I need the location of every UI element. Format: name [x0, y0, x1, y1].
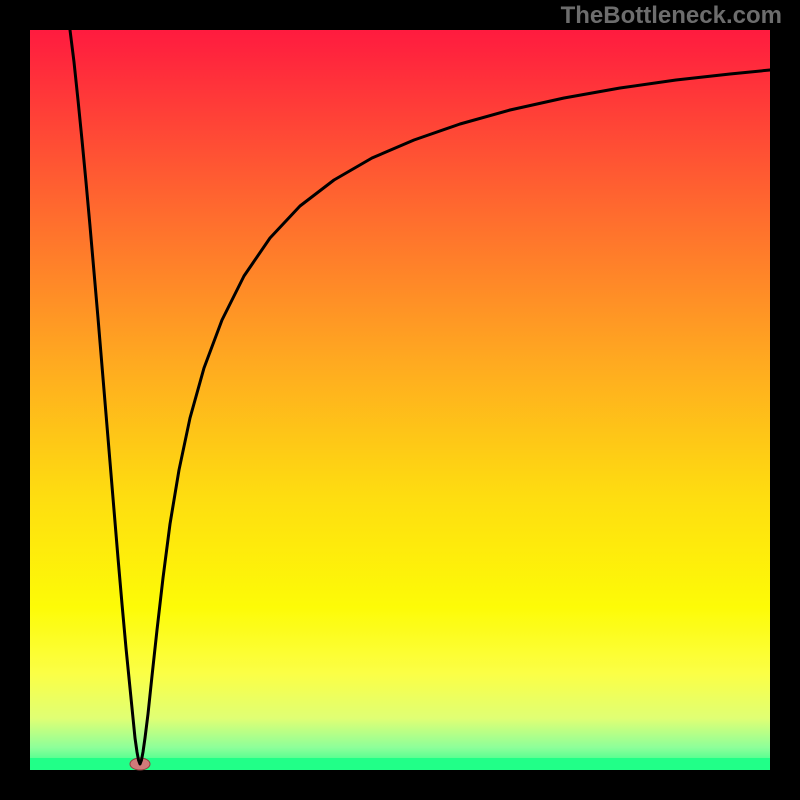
- bottleneck-chart-svg: [0, 0, 800, 800]
- plot-area: [30, 30, 770, 770]
- watermark-text: TheBottleneck.com: [561, 2, 782, 30]
- bottleneck-chart-canvas: TheBottleneck.com: [0, 0, 800, 800]
